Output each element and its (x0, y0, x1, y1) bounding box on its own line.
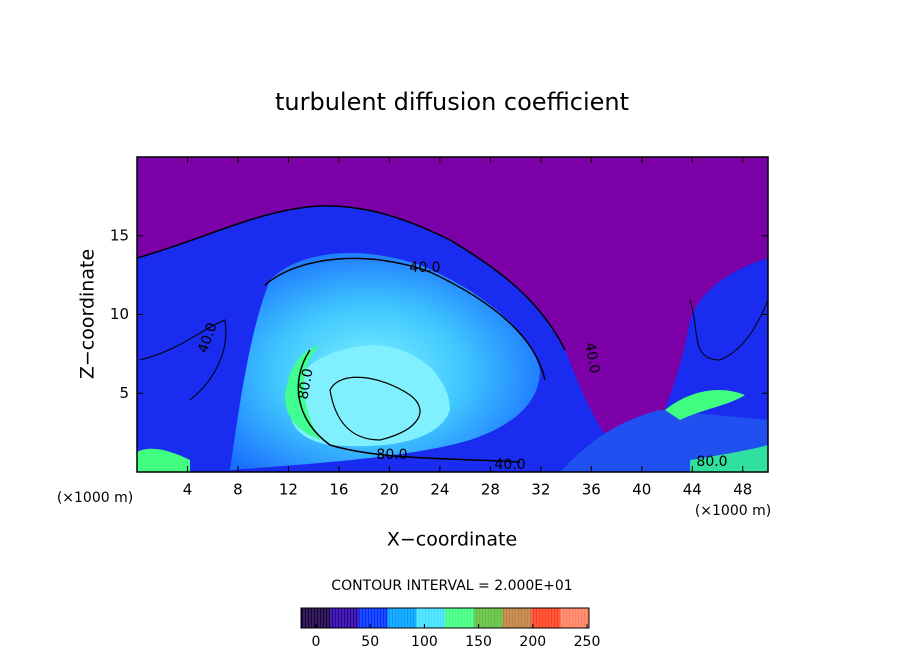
field (137, 157, 768, 472)
colorbar-swatch (560, 608, 590, 628)
y-tick-label: 15 (110, 226, 129, 244)
x-tick-label: 36 (582, 481, 601, 499)
x-tick-label: 40 (632, 481, 651, 499)
y-axis-title: Z−coordinate (77, 249, 99, 379)
chart-title: turbulent diffusion coefficient (275, 88, 629, 116)
contour-label: 80.0 (696, 454, 727, 470)
colorbar-tick-label: 200 (519, 634, 546, 650)
x-tick-label: 12 (279, 481, 298, 499)
colorbar-tick-label: 250 (574, 634, 601, 650)
x-tick-label: 24 (430, 481, 449, 499)
contour-label: 80.0 (295, 367, 316, 400)
colorbar-swatch (502, 608, 532, 628)
colorbar-tick-label: 100 (411, 634, 438, 650)
x-tick-label: 20 (380, 481, 399, 499)
colorbar-swatch (416, 608, 446, 628)
contour-interval: CONTOUR INTERVAL = 2.000E+01 (331, 578, 572, 594)
y-unit: (×1000 m) (57, 490, 133, 506)
colorbar-swatch (358, 608, 388, 628)
y-tick-label: 10 (110, 305, 129, 323)
contour-label: 40.0 (409, 260, 440, 276)
colorbar-tick-label: 0 (312, 634, 321, 650)
x-tick-label: 8 (233, 481, 243, 499)
colorbar-tick-label: 150 (465, 634, 492, 650)
colorbar-swatch (531, 608, 561, 628)
x-unit: (×1000 m) (695, 503, 771, 519)
x-tick-label: 48 (733, 481, 752, 499)
colorbar-swatch (329, 608, 360, 628)
colorbar-swatch (301, 608, 331, 628)
colorbar-tick-label: 50 (361, 634, 379, 650)
y-tick-label: 5 (119, 384, 129, 402)
x-tick-label: 32 (531, 481, 550, 499)
x-tick-label: 28 (481, 481, 500, 499)
colorbar-frame (300, 607, 590, 629)
contour-label: 80.0 (376, 447, 407, 463)
contour-label: 40.0 (494, 457, 525, 473)
x-axis-title: X−coordinate (387, 529, 517, 551)
colorbar-swatch (387, 608, 417, 628)
x-tick-label: 16 (329, 481, 348, 499)
colorbar-swatch (473, 608, 504, 628)
x-tick-label: 4 (183, 481, 193, 499)
x-tick-label: 44 (683, 481, 702, 499)
contour-label: 40.0 (581, 341, 602, 374)
colorbar-swatch (445, 608, 475, 628)
